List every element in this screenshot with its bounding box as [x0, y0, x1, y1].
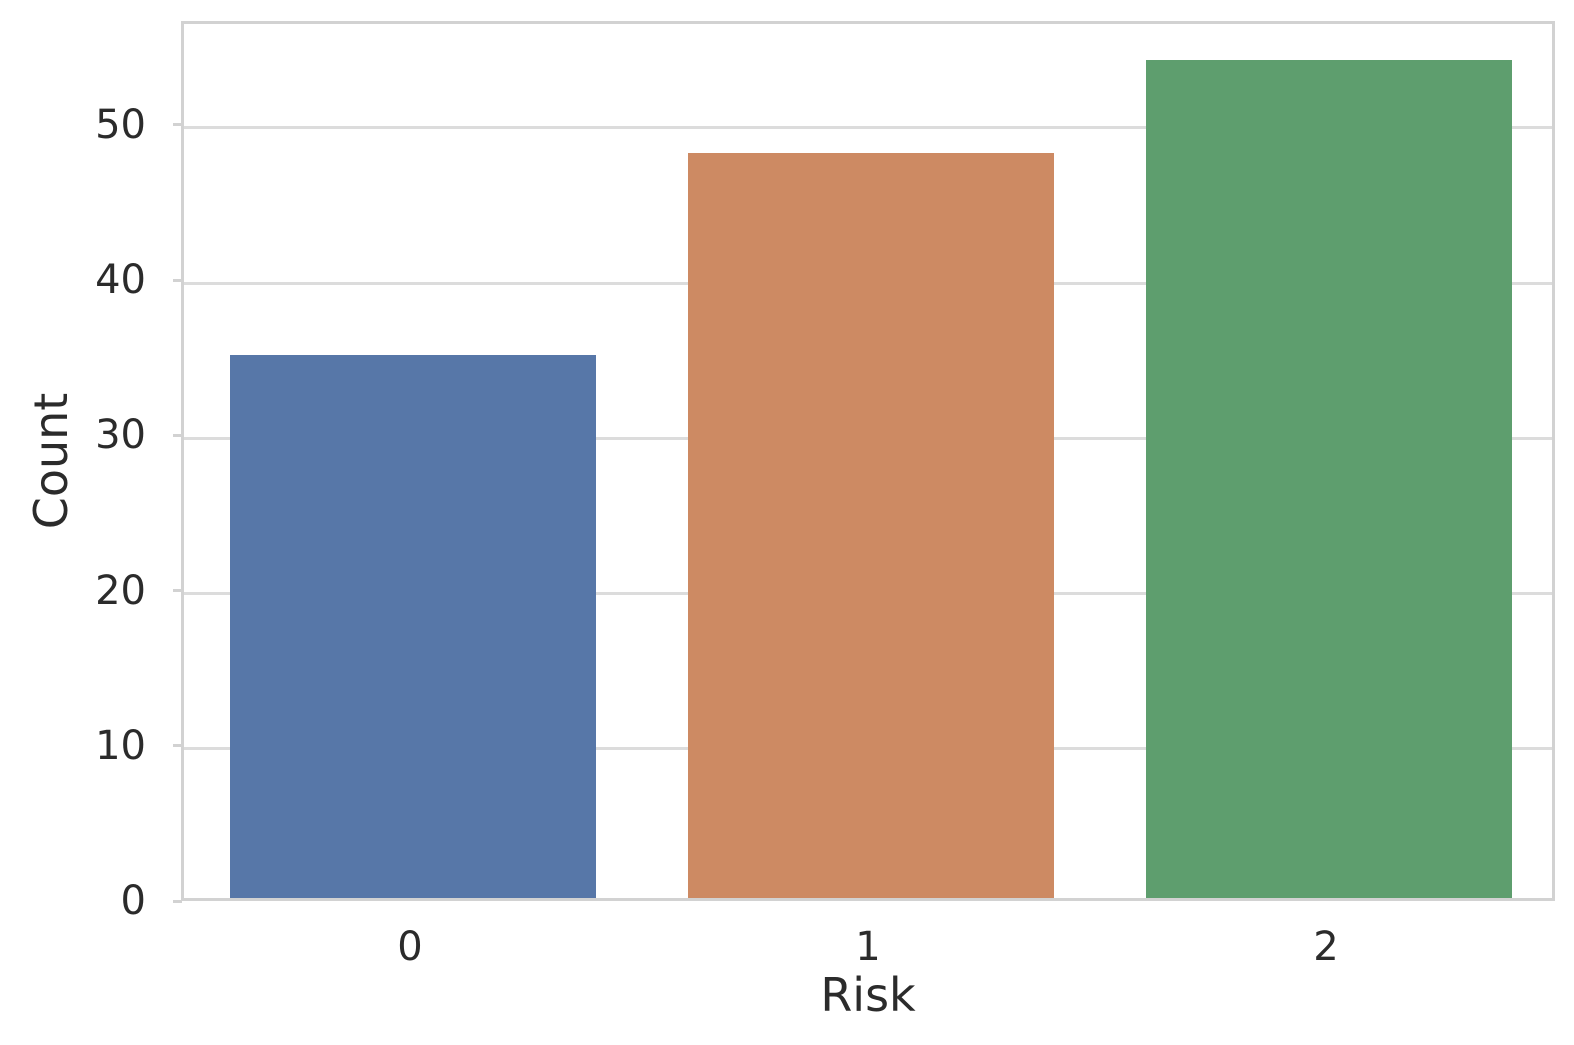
y-tick-mark-10: [173, 744, 182, 748]
x-tick-label-2: 2: [1313, 924, 1339, 970]
x-axis-title: Risk: [820, 968, 916, 1022]
y-tick-label-0: 0: [120, 878, 146, 924]
y-tick-label-30: 30: [95, 412, 146, 459]
y-tick-mark-30: [173, 433, 182, 437]
y-axis-title: Count: [24, 392, 78, 530]
y-tick-mark-40: [173, 278, 182, 282]
y-tick-label-10: 10: [95, 722, 146, 769]
y-tick-mark-0: [173, 899, 182, 903]
y-tick-label-50: 50: [95, 101, 146, 148]
y-tick-mark-50: [173, 123, 182, 127]
y-tick-label-20: 20: [95, 567, 146, 614]
bar-2: [1145, 59, 1513, 898]
x-tick-label-1: 1: [855, 924, 881, 970]
gridline-y-50: [184, 126, 1552, 130]
y-tick-label-40: 40: [95, 257, 146, 304]
plot-area: [181, 21, 1555, 901]
y-tick-mark-20: [173, 589, 182, 593]
bar-0: [229, 354, 597, 898]
x-tick-label-0: 0: [397, 924, 423, 970]
bar-1: [687, 153, 1055, 898]
